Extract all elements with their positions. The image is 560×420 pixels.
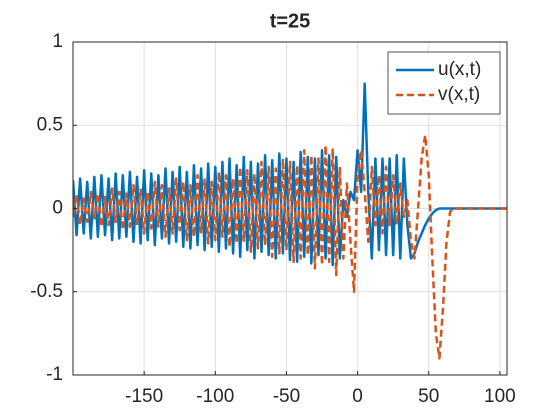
x-tick-label: -50 (273, 386, 300, 407)
x-tick-label: -150 (125, 386, 163, 407)
legend: u(x,t) v(x,t) (387, 51, 501, 115)
series-line (73, 133, 507, 360)
series-group (73, 82, 507, 360)
y-tick-label: -1 (46, 364, 63, 385)
legend-label: u(x,t) (438, 59, 481, 80)
x-tick-label: 100 (484, 386, 516, 407)
y-tick-label: 1 (52, 31, 63, 52)
chart-title: t=25 (270, 10, 311, 32)
legend-label: v(x,t) (438, 84, 480, 105)
legend-box (387, 51, 501, 115)
x-tick-label: 0 (352, 386, 363, 407)
y-tick-label: -0.5 (30, 281, 63, 302)
y-tick-label: 0.5 (37, 114, 63, 135)
x-tick-label: 50 (418, 386, 439, 407)
y-tick-label: 0 (52, 198, 63, 219)
x-tick-label: -100 (196, 386, 234, 407)
